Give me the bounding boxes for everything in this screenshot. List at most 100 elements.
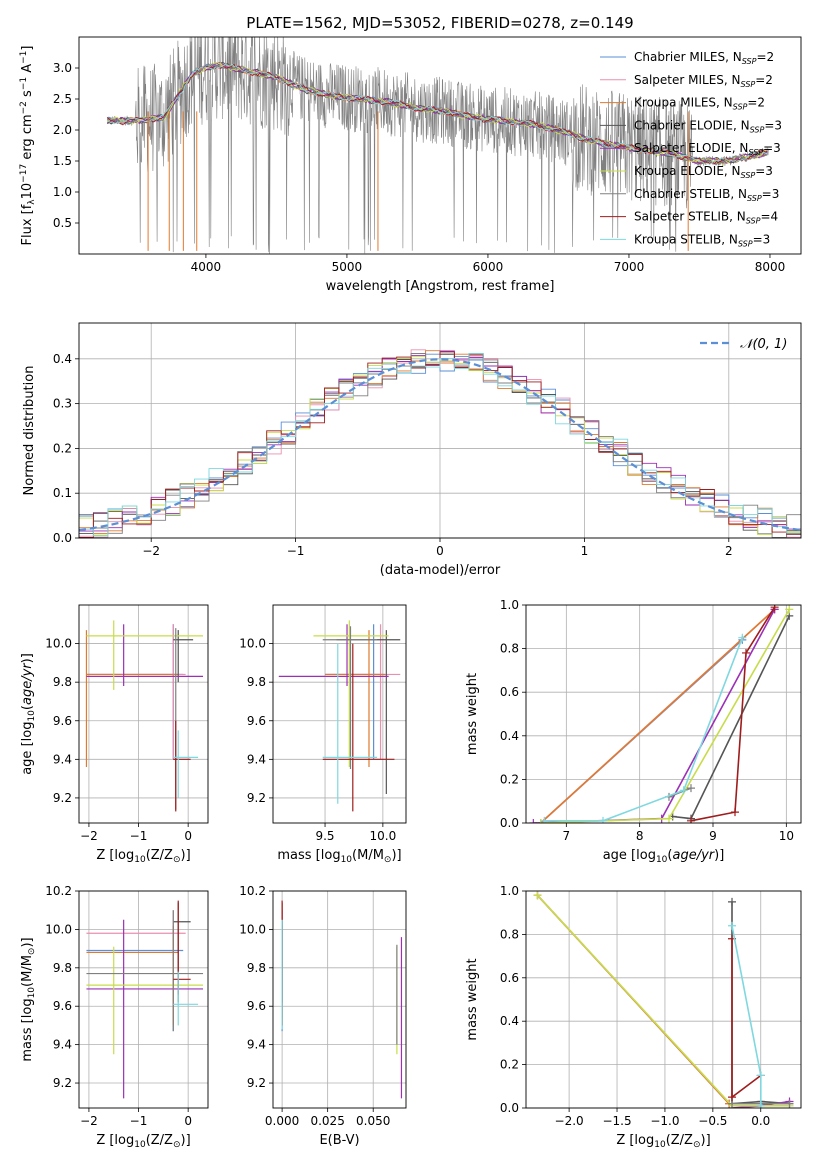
mass-weight-marker <box>728 1093 737 1102</box>
axes-frame <box>78 36 802 255</box>
y-tick-label: 0.1 <box>53 486 72 500</box>
y-tick-label: 9.4 <box>247 752 266 766</box>
y-tick-label: 9.8 <box>247 675 266 689</box>
y-tick-label: 0.3 <box>53 397 72 411</box>
axes-frame <box>272 604 407 824</box>
y-tick-label: 2.0 <box>53 123 72 137</box>
x-tick-label: 0 <box>436 544 444 558</box>
y-tick-label: 9.6 <box>53 714 72 728</box>
y-tick-label: 9.4 <box>53 1038 72 1052</box>
x-tick-label: −1 <box>130 1114 148 1128</box>
x-tick-label: −2 <box>142 544 160 558</box>
spectrum-model-line <box>106 61 768 165</box>
y-tick-label: 10.2 <box>45 884 72 898</box>
y-axis-label: age [log10(age/yr)] <box>20 653 37 775</box>
mass-weight-marker <box>731 808 739 817</box>
mass-weight-panel: 7 8 9 10 0.0 0.2 0.4 0.6 0.8 1.0 age [log10(age/yr… <box>465 598 802 865</box>
y-tick-label: 10.2 <box>239 884 266 898</box>
mass-weight-line <box>731 938 762 1099</box>
y-tick-label: 1.0 <box>500 598 519 612</box>
errorbar-plot <box>85 620 204 812</box>
errorbar-plot <box>86 900 204 1099</box>
y-tick-label: 9.8 <box>247 961 266 975</box>
x-axis-label: Z [log10(Z/Z⊙)] <box>96 848 190 865</box>
legend-entry: Salpeter STELIB, NSSP=4 <box>634 210 778 226</box>
y-tick-label: 9.6 <box>247 714 266 728</box>
x-tick-label: 10.0 <box>370 829 397 843</box>
figure-title: PLATE=1562, MJD=53052, FIBERID=0278, z=0… <box>246 14 633 32</box>
y-tick-label: 9.2 <box>247 1076 266 1090</box>
y-tick-label: 9.6 <box>53 999 72 1013</box>
y-tick-label: 0.4 <box>500 729 519 743</box>
spectrum-legend: Chabrier MILES, NSSP=2 Salpeter MILES, NS… <box>600 50 782 248</box>
y-tick-label: 9.6 <box>247 999 266 1013</box>
legend-entry: Chabrier ELODIE, NSSP=3 <box>634 118 782 134</box>
axes-frame <box>78 604 209 824</box>
y-tick-label: 0.6 <box>500 971 519 985</box>
x-tick-label: 0.000 <box>265 1114 299 1128</box>
x-tick-label: −1 <box>287 544 305 558</box>
normal-reference-curve <box>79 358 801 532</box>
spectrum-model-line <box>106 63 768 165</box>
spectrum-model-line <box>106 63 768 165</box>
mass-weight-marker <box>687 816 695 823</box>
y-tick-label: 0.8 <box>500 927 519 941</box>
y-axis-label: mass weight <box>465 673 480 755</box>
mass-weight-marker <box>742 648 750 657</box>
legend-entry: Chabrier STELIB, NSSP=3 <box>634 187 779 203</box>
y-tick-label: 9.2 <box>53 791 72 805</box>
spectrum-panel: 4000 5000 6000 7000 8000 0.5 1.0 1.5 2.0 2.5 3.0 wa… <box>19 36 802 294</box>
mass-weight-marker <box>728 921 737 930</box>
axes-frame <box>78 322 802 539</box>
y-tick-label: 0.4 <box>500 1014 519 1028</box>
mass-weight-marker <box>770 605 779 612</box>
x-tick-label: 0.0 <box>751 1114 770 1128</box>
legend-entry: Salpeter ELODIE, NSSP=3 <box>634 141 781 157</box>
x-tick-label: −1.0 <box>650 1114 679 1128</box>
mass-weight-marker <box>756 1101 765 1108</box>
x-tick-label: −2 <box>80 829 98 843</box>
x-axis-label: age [log10(age/yr)] <box>603 848 725 865</box>
mass-weight-line <box>540 609 790 823</box>
y-axis-label: mass weight <box>465 958 480 1040</box>
legend-entry: 𝒩(0, 1) <box>740 337 787 352</box>
x-tick-label: 9.5 <box>315 829 334 843</box>
y-tick-label: 9.8 <box>53 675 72 689</box>
x-tick-label: 4000 <box>191 260 222 274</box>
y-tick-label: 9.4 <box>53 752 72 766</box>
y-tick-label: 0.0 <box>500 816 519 830</box>
y-tick-label: 0.8 <box>500 642 519 656</box>
y-tick-label: 10.0 <box>239 922 266 936</box>
mass-weight-panel: −2.0 −1.5 −1.0 −0.5 0.0 0.0 0.2 0.4 0.6 0.8 1.0 Z [… <box>465 884 802 1150</box>
errorbar-plot <box>281 900 403 1099</box>
legend-entry: Kroupa MILES, NSSP=2 <box>634 96 765 112</box>
x-tick-label: −1 <box>130 829 148 843</box>
y-tick-label: 10.0 <box>45 922 72 936</box>
legend-entry: Kroupa ELODIE, NSSP=3 <box>634 164 773 180</box>
y-tick-label: 1.0 <box>500 884 519 898</box>
x-axis-label: mass [log10(M/M⊙)] <box>277 848 401 865</box>
y-tick-label: 9.8 <box>53 961 72 975</box>
x-tick-label: 1 <box>581 544 589 558</box>
mass-weight-marker <box>687 784 695 793</box>
y-tick-label: 0.5 <box>53 216 72 230</box>
mass-weight-marker <box>540 816 549 823</box>
errorbar-plot <box>278 620 401 812</box>
x-axis-label: Z [log10(Z/Z⊙)] <box>96 1133 190 1150</box>
x-tick-label: −1.5 <box>602 1114 631 1128</box>
mass-weight-marker <box>785 1099 794 1108</box>
y-axis-label: mass [log10(M/M⊙)] <box>20 937 37 1061</box>
mass-weight-marker <box>728 897 737 906</box>
spectrum-plot <box>106 37 769 254</box>
x-tick-label: 7 <box>563 829 571 843</box>
mass-weight-line <box>540 608 776 823</box>
mass-weight-marker <box>533 891 542 900</box>
x-tick-label: 8000 <box>755 260 786 274</box>
mass-weight-marker <box>529 819 538 823</box>
mass-weight-line <box>536 894 790 1107</box>
axes-frame <box>525 890 802 1109</box>
mass-weight-line <box>690 606 776 822</box>
errorbar-panel: 9.5 10.0 9.2 9.4 9.6 9.8 10.0 mass [log10(M/M⊙)… <box>239 604 407 865</box>
y-tick-label: 0.2 <box>53 441 72 455</box>
